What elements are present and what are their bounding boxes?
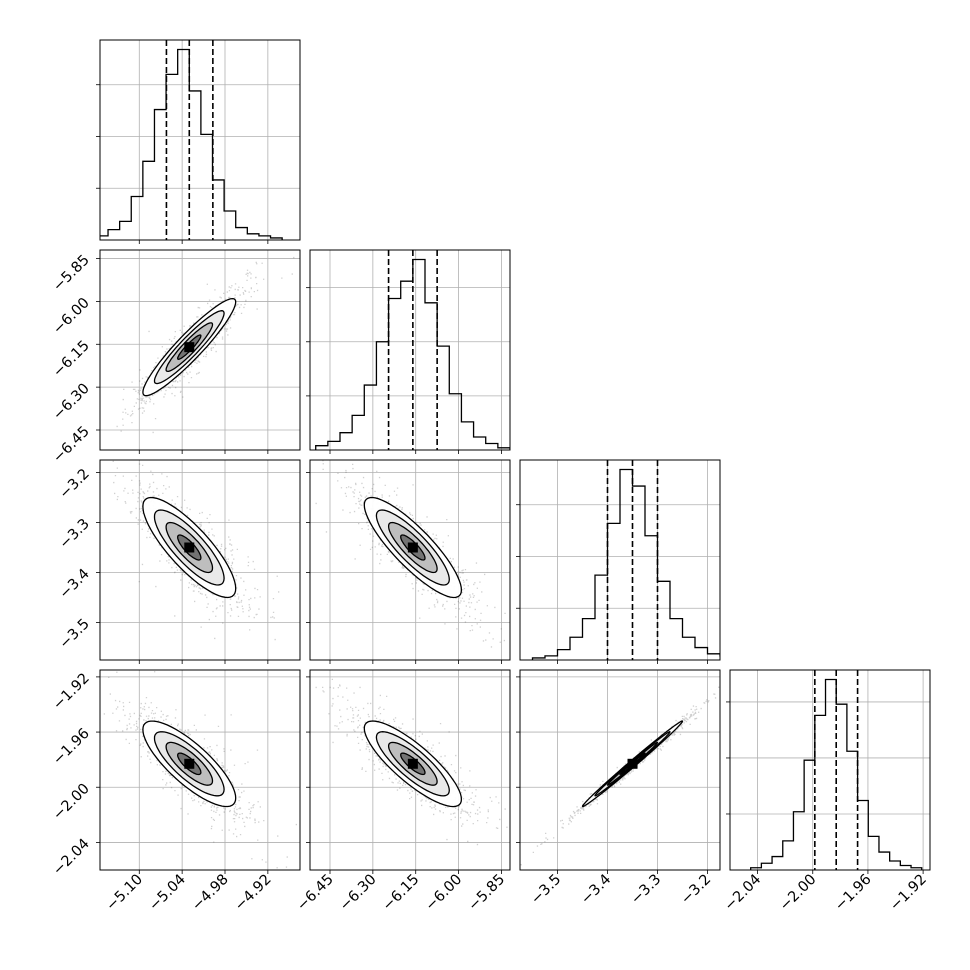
- x-tick-label-1-0: −6.45: [294, 872, 337, 915]
- x-tick-label-3-2: −1.96: [832, 872, 875, 915]
- y-tick-label-2-2: −3.3: [57, 516, 93, 552]
- x-tick-label-2-0: −3.5: [528, 872, 564, 908]
- panel-frame-2-0: [99, 459, 301, 661]
- x-tick-label-3-0: −2.04: [722, 872, 765, 915]
- panel-frame-3-1: [309, 669, 511, 871]
- scatter-panel-3-2: [520, 686, 720, 866]
- y-tick-label-1-2: −6.15: [50, 338, 93, 381]
- y-tick-label-1-4: −5.85: [50, 252, 93, 295]
- x-tick-label-0-3: −4.92: [232, 872, 275, 915]
- x-tick-label-1-1: −6.30: [337, 872, 380, 915]
- density-peak: [184, 758, 195, 769]
- scatter-panel-2-1: [315, 460, 506, 648]
- x-tick-label-2-3: −3.2: [678, 872, 714, 908]
- axis-group-3-0: −5.10 −5.04 −4.98 −4.92 −2.04 −2.00 −1.96 −1.92: [50, 670, 300, 914]
- y-tick-label-3-3: −1.92: [50, 670, 93, 713]
- density-peak: [184, 542, 195, 553]
- x-tick-label-2-1: −3.4: [578, 872, 614, 908]
- x-tick-label-1-3: −6.00: [423, 872, 466, 915]
- panel-frame-0-0: [99, 39, 301, 241]
- x-tick-label-0-1: −5.04: [146, 872, 189, 915]
- y-tick-label-3-2: −1.96: [50, 726, 93, 769]
- y-tick-label-1-0: −6.45: [50, 424, 93, 467]
- panel-frame-1-1: [309, 249, 511, 451]
- x-tick-label-2-2: −3.3: [628, 872, 664, 908]
- y-tick-label-2-1: −3.4: [57, 566, 93, 602]
- panel-frame-3-0: [99, 669, 301, 871]
- scatter-panel-3-1: [315, 678, 508, 846]
- density-peak: [184, 342, 195, 353]
- axis-group-1-1: [306, 250, 510, 454]
- scatter-panel-1-0: [116, 256, 295, 434]
- density-peak: [407, 758, 418, 769]
- x-tick-label-0-0: −5.10: [103, 872, 146, 915]
- panel-frame-3-2: [519, 669, 721, 871]
- histogram-2: [531, 468, 720, 660]
- y-tick-label-1-1: −6.30: [50, 381, 93, 424]
- y-tick-label-3-0: −2.04: [50, 836, 93, 879]
- panel-frame-2-2: [519, 459, 721, 661]
- axis-group-3-2: −3.5 −3.4 −3.3 −3.2: [516, 670, 720, 908]
- panel-frame-1-0: [99, 249, 301, 451]
- x-tick-label-0-2: −4.98: [189, 872, 232, 915]
- panel-frame-2-1: [309, 459, 511, 661]
- y-tick-label-1-3: −6.00: [50, 295, 93, 338]
- x-tick-label-3-3: −1.92: [887, 872, 930, 915]
- panel-frame-3-3: [729, 669, 931, 871]
- density-peak: [407, 542, 418, 553]
- axis-group-0-0: [96, 40, 300, 244]
- axis-group-2-2: [516, 460, 720, 664]
- x-tick-label-1-4: −5.85: [466, 872, 509, 915]
- y-tick-label-2-0: −3.5: [57, 616, 93, 652]
- x-tick-label-1-2: −6.15: [380, 872, 423, 915]
- scatter-panel-3-0: [100, 671, 297, 869]
- y-tick-label-2-3: −3.2: [57, 466, 93, 502]
- density-peak: [627, 758, 638, 769]
- x-tick-label-3-1: −2.00: [777, 872, 820, 915]
- scatter-panel-2-0: [112, 460, 280, 641]
- y-tick-label-3-1: −2.00: [50, 781, 93, 824]
- axis-group-3-1: −6.45 −6.30 −6.15 −6.00 −5.85: [294, 670, 510, 914]
